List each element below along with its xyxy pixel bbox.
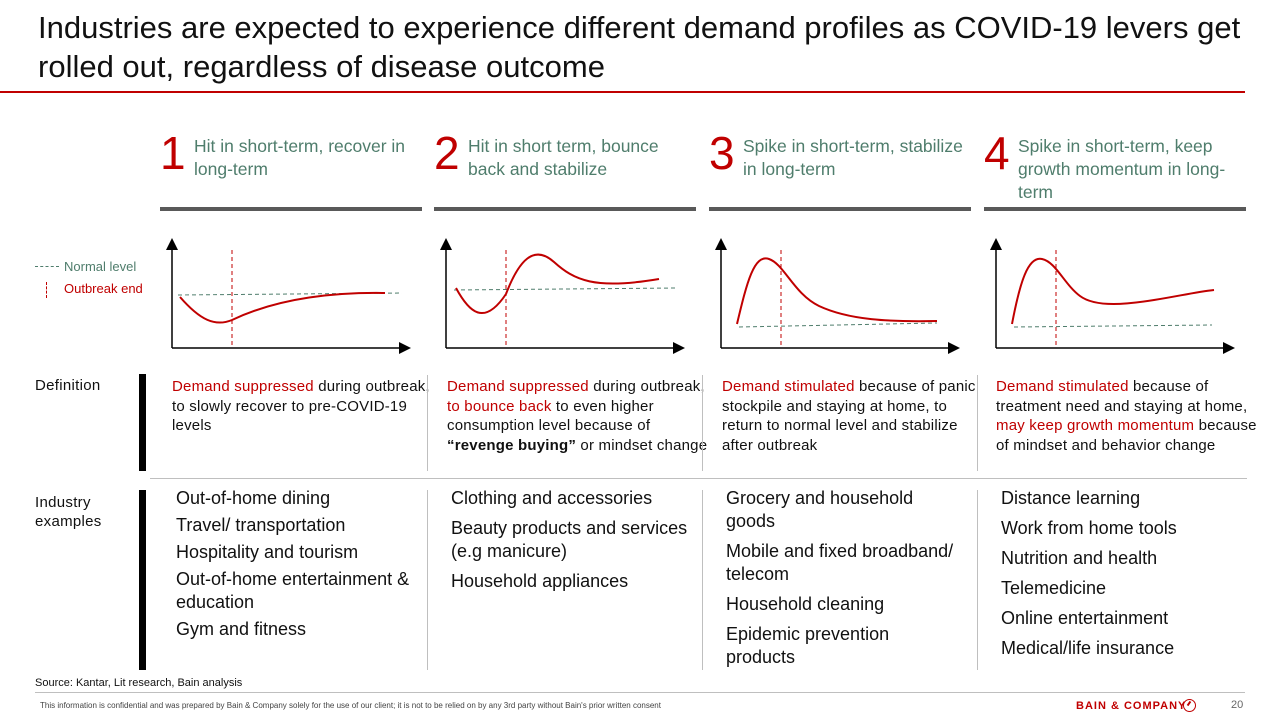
normal-level-swatch xyxy=(35,266,59,267)
legend-normal-label: Normal level xyxy=(64,259,137,274)
industry-list-1: Out-of-home dining Travel/ transportatio… xyxy=(176,487,446,645)
industry-list-4: Distance learning Work from home tools N… xyxy=(1001,487,1271,667)
normal-level-line xyxy=(738,322,938,328)
demand-curve xyxy=(1011,257,1215,325)
definition-segment: because of treatment need and staying at… xyxy=(996,378,1248,415)
header-bar xyxy=(434,207,696,211)
industry-item: Hospitality and tourism xyxy=(176,542,359,562)
industry-item: Clothing and accessories xyxy=(451,488,653,508)
definition-segment: or mindset change xyxy=(576,436,708,454)
industry-item: Nutrition and health xyxy=(1001,548,1158,568)
industry-item: Telemedicine xyxy=(1001,578,1107,598)
row-label-industry: Industry examples xyxy=(35,494,102,530)
row-divider xyxy=(150,478,1247,479)
page-number: 20 xyxy=(1231,699,1244,711)
industry-item: Travel/ transportation xyxy=(176,515,346,535)
row-label-definition: Definition xyxy=(35,377,101,394)
definition-1: Demand suppressed during outbreak, to sl… xyxy=(172,377,437,436)
column-divider xyxy=(427,375,428,471)
industry-item: Online entertainment xyxy=(1001,608,1169,628)
header-bar xyxy=(160,207,422,211)
demand-curve-chart-4 xyxy=(990,238,1235,354)
definition-3: Demand stimulated because of panic stock… xyxy=(722,377,987,455)
normal-level-line xyxy=(1013,324,1213,328)
confidentiality-disclaimer: This information is confidential and was… xyxy=(40,701,661,710)
brand-clock-icon xyxy=(1183,699,1196,712)
demand-curve xyxy=(736,257,938,325)
footer-divider xyxy=(35,692,1245,693)
column-divider xyxy=(977,375,978,471)
definition-segment: to even higher consumption level because… xyxy=(447,397,654,435)
definition-bar xyxy=(139,374,146,471)
profile-label: Hit in short term, bounce back and stabi… xyxy=(468,136,659,179)
profile-number: 4 xyxy=(984,127,1010,179)
profile-number: 1 xyxy=(160,127,186,179)
profile-number: 3 xyxy=(709,127,735,179)
industry-bar xyxy=(139,490,146,670)
definition-segment: because of mindset and behavior change xyxy=(996,417,1257,454)
header-bar xyxy=(709,207,971,211)
industry-item: Epidemic prevention products xyxy=(726,624,890,667)
profile-label: Spike in short-term, stabilize in long-t… xyxy=(743,136,963,179)
definition-4: Demand stimulated because of treatment n… xyxy=(996,377,1261,455)
brand-logo-text: BAIN & COMPANY xyxy=(1076,700,1187,712)
column-divider xyxy=(977,490,978,670)
definition-segment: during outbreak, to slowly recover to pr… xyxy=(172,378,430,434)
definition-2: Demand suppressed during outbreak, to bo… xyxy=(447,377,712,455)
industry-item: Medical/life insurance xyxy=(1001,638,1175,658)
industry-item: Beauty products and services (e.g manicu… xyxy=(451,518,688,561)
definition-segment: “revenge buying” xyxy=(447,436,577,454)
industry-item: Work from home tools xyxy=(1001,518,1177,538)
normal-level-line xyxy=(177,292,403,296)
definition-segment: during outbreak, xyxy=(588,378,705,395)
profile-number: 2 xyxy=(434,127,460,179)
industry-item: Household appliances xyxy=(451,571,629,591)
definition-segment: Demand stimulated xyxy=(996,378,1129,395)
demand-curve xyxy=(455,253,660,315)
outbreak-end-swatch xyxy=(46,282,47,298)
legend-outbreak-label: Outbreak end xyxy=(64,281,143,296)
demand-curve-chart-1 xyxy=(166,238,411,354)
column-divider xyxy=(702,375,703,471)
industry-item: Distance learning xyxy=(1001,488,1141,508)
title-divider xyxy=(0,91,1245,93)
industry-item: Out-of-home entertainment & education xyxy=(176,569,410,612)
definition-segment: to bounce back xyxy=(447,397,552,415)
industry-item: Grocery and household goods xyxy=(726,488,914,531)
definition-segment: may keep growth momentum xyxy=(996,417,1195,434)
industry-list-3: Grocery and household goods Mobile and f… xyxy=(726,487,996,676)
industry-list-2: Clothing and accessories Beauty products… xyxy=(451,487,721,600)
column-divider xyxy=(427,490,428,670)
profile-label: Hit in short-term, recover in long-term xyxy=(194,136,406,179)
profile-label: Spike in short-term, keep growth momentu… xyxy=(1018,136,1226,202)
industry-item: Gym and fitness xyxy=(176,619,307,639)
definition-segment: Demand suppressed xyxy=(447,378,589,395)
column-divider xyxy=(702,490,703,670)
industry-item: Out-of-home dining xyxy=(176,488,331,508)
definition-segment: because of panic stockpile and staying a… xyxy=(722,378,976,454)
source-note: Source: Kantar, Lit research, Bain analy… xyxy=(35,677,243,689)
demand-curve-chart-3 xyxy=(715,238,960,354)
definition-segment: Demand suppressed xyxy=(172,378,314,395)
demand-curve-chart-2 xyxy=(440,238,685,354)
header-bar xyxy=(984,207,1246,211)
industry-item: Mobile and fixed broadband/ telecom xyxy=(726,541,954,584)
page-title: Industries are expected to experience di… xyxy=(38,10,1241,84)
definition-segment: Demand stimulated xyxy=(722,378,855,395)
normal-level-line xyxy=(453,287,677,291)
demand-curve xyxy=(179,291,386,324)
industry-item: Household cleaning xyxy=(726,594,885,614)
